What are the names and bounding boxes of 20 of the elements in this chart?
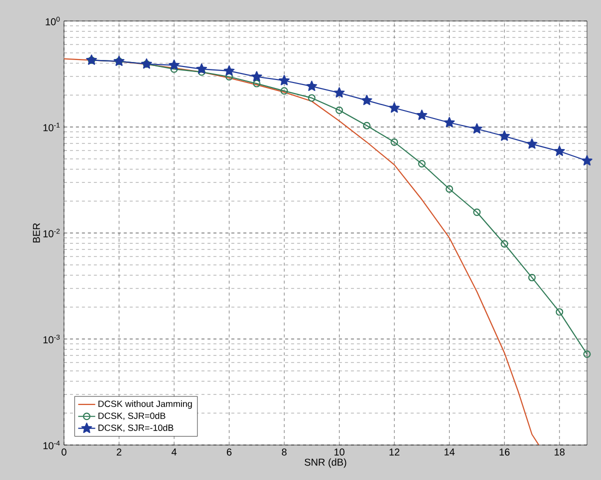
y-tick-label: 10$^{0}$ bbox=[46, 16, 60, 26]
y-tick-label: 10$^{-2}$ bbox=[43, 228, 60, 238]
x-axis-title: SNR (dB) bbox=[304, 458, 346, 468]
x-tick-label: 4 bbox=[172, 448, 177, 456]
legend-label: DCSK, SJR=0dB bbox=[98, 412, 166, 420]
y-tick-label: 10$^{-4}$ bbox=[43, 440, 60, 450]
y-tick-label: 10$^{-3}$ bbox=[43, 334, 60, 344]
x-tick-label: 16 bbox=[500, 448, 510, 456]
x-tick-label: 0 bbox=[62, 448, 66, 456]
x-tick-label: 8 bbox=[282, 448, 287, 456]
x-tick-label: 18 bbox=[554, 448, 565, 456]
legend-label: DCSK without Jamming bbox=[98, 400, 192, 409]
y-axis-title: BER bbox=[32, 223, 40, 242]
x-tick-label: 2 bbox=[116, 448, 122, 456]
y-tick-label: 10$^{-1}$ bbox=[43, 122, 60, 132]
x-tick-label: 14 bbox=[444, 448, 455, 456]
x-tick-label: 12 bbox=[390, 448, 400, 456]
x-tick-label: 6 bbox=[226, 448, 232, 456]
x-tick-label: 10 bbox=[334, 448, 344, 456]
legend-label: DCSK, SJR=-10dB bbox=[98, 424, 174, 432]
